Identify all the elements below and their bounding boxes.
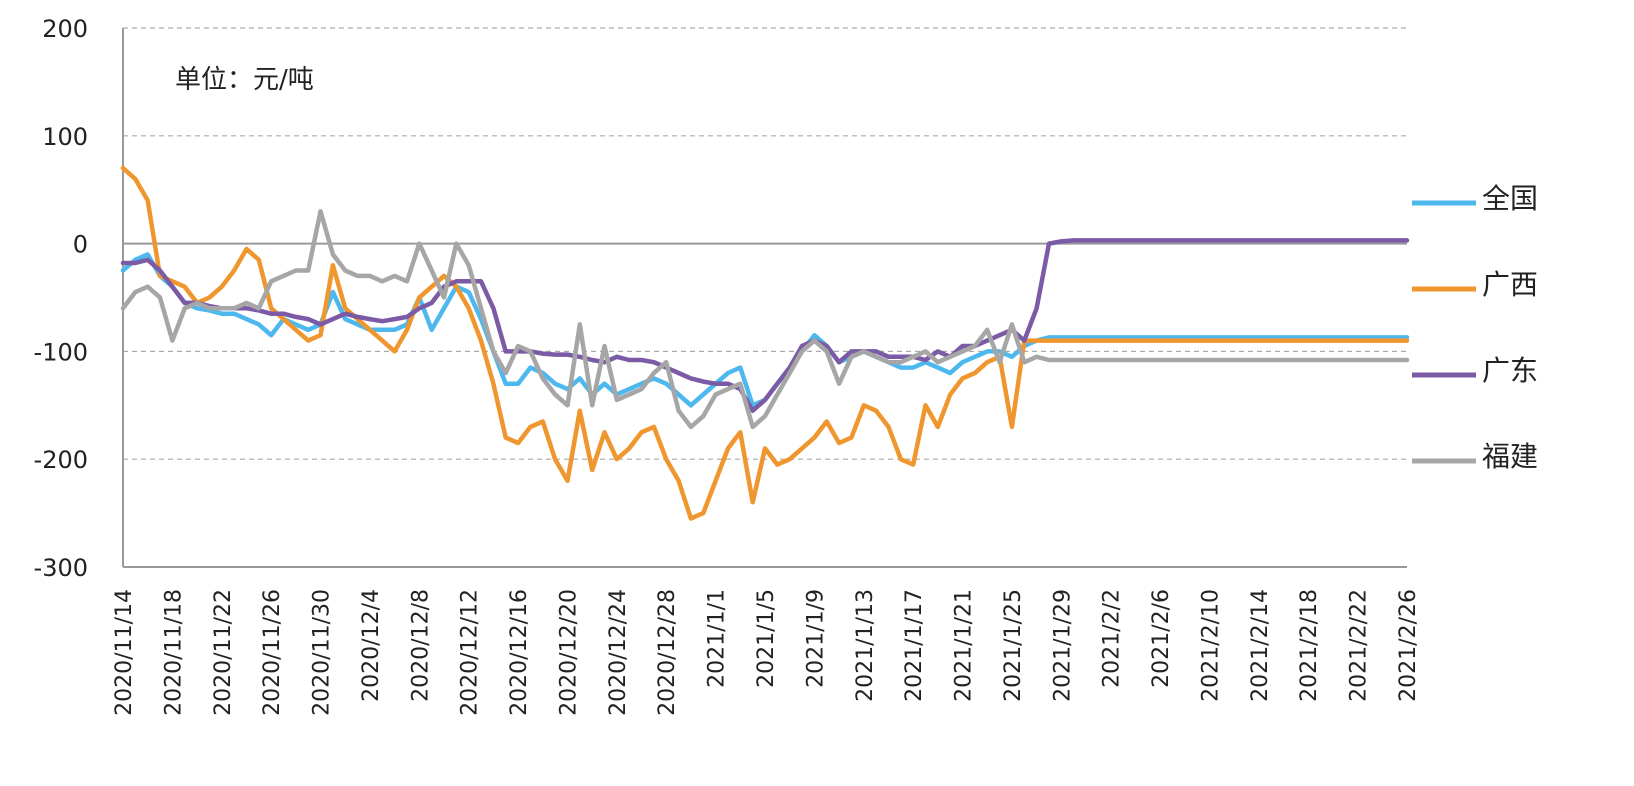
- x-tick-label: 2020/12/8: [408, 589, 433, 702]
- y-tick-label: -300: [34, 554, 88, 582]
- x-tick-label: 2020/12/20: [556, 589, 581, 716]
- y-tick-label: 0: [73, 231, 88, 259]
- legend-label: 全国: [1482, 182, 1538, 215]
- legend-label: 广东: [1482, 354, 1538, 387]
- x-tick-label: 2020/12/28: [655, 589, 680, 716]
- x-tick-label: 2021/1/29: [1050, 589, 1075, 702]
- x-tick-label: 2021/2/26: [1396, 589, 1421, 702]
- series-line: [120, 238, 1410, 413]
- x-tick-label: 2021/2/18: [1297, 589, 1322, 702]
- x-tick-label: 2020/12/24: [606, 589, 631, 716]
- x-tick-label: 2021/1/17: [902, 589, 927, 702]
- y-tick-label: 100: [42, 123, 88, 151]
- series-line: [120, 252, 1410, 408]
- series-line: [120, 165, 1410, 521]
- x-tick-label: 2020/11/26: [260, 589, 285, 716]
- y-tick-label: -100: [34, 338, 88, 366]
- x-tick-label: 2021/1/1: [705, 589, 730, 688]
- x-tick-label: 2021/1/9: [803, 589, 828, 688]
- y-tick-label: 200: [42, 15, 88, 43]
- x-tick-label: 2021/1/21: [952, 589, 977, 702]
- x-tick-label: 2020/12/16: [507, 589, 532, 716]
- x-tick-label: 2021/1/13: [853, 589, 878, 702]
- x-tick-label: 2020/11/14: [112, 589, 137, 716]
- unit-annotation: 单位：元/吨: [175, 65, 314, 95]
- x-tick-label: 2021/2/14: [1248, 589, 1273, 702]
- legend-label: 广西: [1482, 268, 1538, 301]
- y-tick-label: -200: [34, 446, 88, 474]
- x-tick-label: 2021/1/5: [754, 589, 779, 688]
- x-tick-label: 2021/1/25: [1001, 589, 1026, 702]
- x-tick-label: 2021/2/6: [1149, 589, 1174, 688]
- x-tick-label: 2020/11/18: [161, 589, 186, 716]
- x-tick-label: 2021/2/2: [1100, 589, 1125, 688]
- legend-label: 福建: [1482, 440, 1538, 473]
- x-tick-label: 2021/2/10: [1198, 589, 1223, 702]
- x-tick-label: 2021/2/22: [1347, 589, 1372, 702]
- x-tick-label: 2020/12/12: [458, 589, 483, 716]
- x-tick-label: 2020/12/4: [359, 589, 384, 702]
- series-line: [120, 209, 1410, 430]
- x-tick-label: 2020/11/30: [310, 589, 335, 716]
- x-tick-label: 2020/11/22: [211, 589, 236, 716]
